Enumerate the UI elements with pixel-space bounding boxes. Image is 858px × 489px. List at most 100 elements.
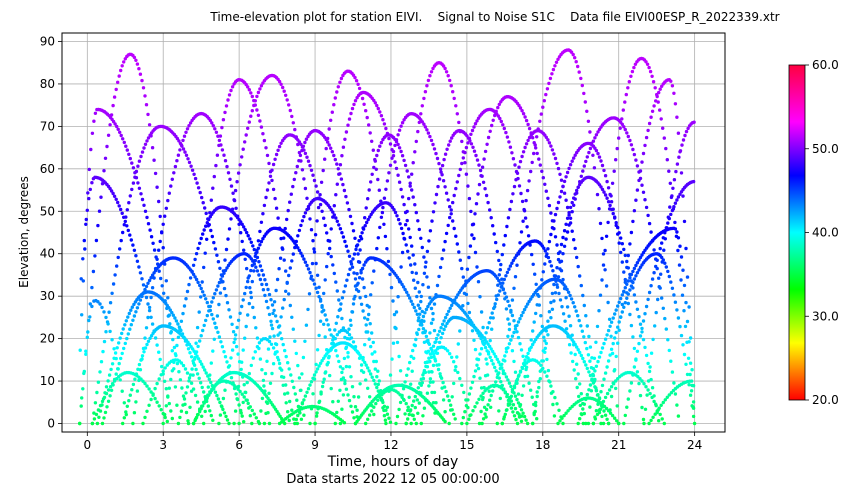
data-point: [362, 263, 366, 267]
data-point: [578, 403, 582, 408]
data-point: [505, 270, 510, 275]
data-point: [255, 345, 260, 349]
data-point: [119, 207, 123, 212]
data-point: [277, 144, 282, 149]
data-point: [512, 414, 517, 418]
data-point: [470, 380, 475, 384]
data-point: [494, 109, 498, 114]
data-point: [572, 196, 576, 200]
data-point: [328, 373, 332, 378]
data-point: [326, 323, 330, 327]
data-point: [339, 377, 344, 382]
data-point: [90, 181, 94, 185]
data-point: [315, 273, 320, 277]
data-point: [500, 362, 504, 366]
data-point: [547, 203, 552, 208]
data-point: [312, 373, 317, 377]
data-point: [678, 149, 683, 153]
data-point: [147, 403, 151, 407]
data-point: [352, 271, 356, 275]
data-point: [361, 309, 365, 313]
data-point: [582, 360, 586, 364]
data-point: [396, 217, 401, 222]
data-point: [417, 390, 421, 395]
x-tick-label: 15: [459, 438, 474, 452]
data-point: [670, 208, 675, 213]
data-point: [127, 201, 131, 205]
data-point: [484, 407, 489, 412]
data-point: [340, 154, 344, 158]
data-point: [222, 286, 227, 291]
data-point: [415, 294, 419, 299]
data-point: [561, 235, 565, 240]
data-point: [213, 321, 217, 325]
data-point: [396, 295, 400, 299]
data-point: [285, 98, 289, 102]
data-point: [623, 127, 627, 132]
data-point: [594, 364, 599, 368]
data-point: [616, 325, 620, 329]
data-point: [132, 411, 137, 415]
data-point: [392, 208, 396, 212]
data-point: [532, 411, 536, 415]
data-point: [247, 301, 251, 306]
data-point: [241, 400, 245, 405]
data-point: [308, 421, 312, 426]
data-point: [466, 301, 470, 306]
data-point: [463, 410, 467, 414]
data-point: [619, 296, 623, 301]
data-point: [431, 317, 435, 322]
data-point: [570, 333, 574, 337]
data-point: [623, 413, 627, 418]
data-point: [251, 244, 255, 248]
data-point: [138, 368, 143, 372]
data-point: [608, 324, 612, 328]
data-point: [491, 349, 495, 354]
data-point: [570, 159, 574, 163]
data-point: [103, 156, 108, 160]
data-point: [670, 370, 675, 374]
data-point: [173, 316, 177, 320]
data-point: [167, 401, 171, 406]
data-point: [226, 372, 230, 376]
data-point: [368, 413, 372, 417]
data-point: [375, 246, 379, 251]
data-point: [287, 273, 291, 278]
data-point: [135, 259, 140, 263]
data-point: [660, 255, 664, 260]
data-point: [269, 319, 273, 323]
data-point: [655, 94, 659, 99]
data-point: [342, 290, 346, 294]
data-point: [335, 182, 339, 186]
data-point: [395, 214, 399, 218]
data-point: [273, 196, 277, 201]
data-point: [359, 302, 364, 306]
data-point: [101, 349, 105, 354]
data-point: [529, 338, 533, 342]
data-point: [580, 83, 584, 88]
data-point: [239, 231, 243, 235]
data-point: [510, 334, 515, 338]
data-point: [311, 376, 315, 380]
data-point: [501, 287, 505, 292]
data-point: [166, 314, 170, 318]
data-point: [258, 87, 262, 91]
data-point: [456, 342, 460, 346]
data-point: [506, 299, 510, 303]
data-point: [635, 261, 640, 265]
data-point: [366, 386, 370, 390]
data-point: [446, 198, 450, 202]
data-point: [649, 284, 653, 288]
data-point: [479, 386, 484, 390]
data-point: [259, 84, 264, 88]
data-point: [515, 323, 519, 328]
data-point: [601, 399, 606, 404]
data-point: [543, 249, 547, 253]
data-point: [434, 151, 438, 156]
data-point: [433, 357, 437, 361]
data-point: [688, 393, 693, 397]
data-point: [560, 416, 564, 420]
data-point: [244, 324, 248, 329]
data-point: [128, 327, 132, 331]
data-point: [141, 86, 146, 90]
